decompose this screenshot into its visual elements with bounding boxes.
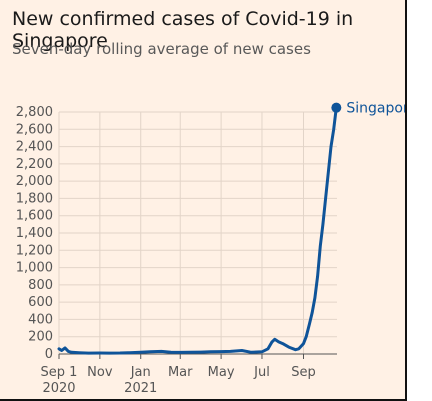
series-line: [57, 106, 338, 355]
y-tick-label: 1,200: [16, 243, 53, 258]
x-tick-label: Mar: [168, 365, 193, 380]
gridlines: [58, 111, 337, 354]
x-tick-sublabel: 2021: [124, 381, 157, 396]
y-axis-ticks: 0 200 400 600 800 1,000 1,200 1,400 1,600 1,800 2,…: [16, 105, 53, 362]
y-tick-label: 2,600: [16, 122, 53, 137]
x-tick-label: May: [208, 365, 235, 380]
line-chart: 0 200 400 600 800 1,000 1,200 1,400 1,600 1,800 2,…: [16, 101, 405, 396]
y-tick-label: 200: [28, 330, 53, 345]
y-tick-label: 2,800: [16, 105, 53, 120]
chart-panel: New confirmed cases of Covid-19 in Singa…: [0, 0, 407, 401]
y-tick-label: 2,200: [16, 157, 53, 172]
chart-title: New confirmed cases of Covid-19 in Singa…: [12, 8, 354, 52]
y-tick-label: 0: [45, 347, 53, 362]
series-end-marker: [331, 102, 342, 113]
x-tick-label: Nov: [87, 365, 113, 380]
x-tick-sublabel: 2020: [42, 381, 75, 396]
x-tick-label: Jan: [130, 365, 151, 380]
y-tick-label: 2,000: [16, 174, 53, 189]
y-tick-label: 2,400: [16, 140, 53, 155]
y-tick-label: 1,600: [16, 209, 53, 224]
x-tick-label: Sep: [291, 365, 316, 380]
y-tick-label: 1,800: [16, 191, 53, 206]
series-label: Singapore: [346, 101, 405, 117]
y-tick-label: 400: [28, 312, 53, 327]
y-tick-label: 600: [28, 295, 53, 310]
y-tick-label: 1,000: [16, 261, 53, 276]
x-tick-label: Jul: [253, 365, 270, 380]
y-tick-label: 1,400: [16, 226, 53, 241]
chart-subtitle: Seven-day rolling average of new cases: [12, 40, 311, 58]
series-layer: Singapore: [57, 101, 405, 355]
y-tick-label: 800: [28, 278, 53, 293]
x-tick-label: Sep 1: [41, 365, 78, 380]
